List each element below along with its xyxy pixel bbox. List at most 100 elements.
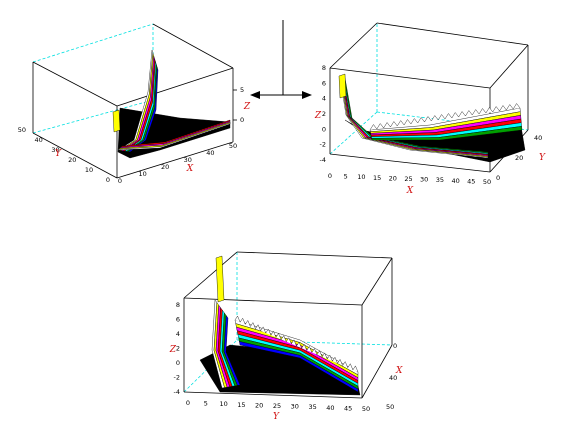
z-tick-label: 2 xyxy=(322,110,326,118)
y-tick-label: 10 xyxy=(85,166,93,174)
x-tick-label: 10 xyxy=(138,170,146,178)
x-tick-label: 20 xyxy=(161,163,169,171)
x-tick-label: 30 xyxy=(420,176,428,184)
x-axis-label: X xyxy=(186,164,194,174)
surface-front-band-3 xyxy=(120,119,231,148)
x-tick-label: 5 xyxy=(344,173,348,181)
surface-band-6 xyxy=(127,67,159,153)
x-tick-label: 50 xyxy=(483,178,491,186)
x-tick-label: 30 xyxy=(184,156,192,164)
box-edge xyxy=(329,153,491,173)
z-tick-label: 4 xyxy=(176,330,180,338)
x-tick-label: 45 xyxy=(467,177,475,185)
y-tick-label: 0 xyxy=(106,176,110,184)
z-tick-label: 0 xyxy=(322,125,326,133)
box-edge xyxy=(489,44,529,89)
y-tick-label: 50 xyxy=(362,405,370,413)
y-tick-label: 30 xyxy=(51,146,59,154)
y-tick-label: 30 xyxy=(291,403,299,411)
z-tick-label: 5 xyxy=(240,86,244,94)
z-tick-label: -4 xyxy=(174,388,180,396)
x-tick-label: 50 xyxy=(229,142,237,150)
x-axis-label: X xyxy=(406,186,414,196)
surface-slope-band-6 xyxy=(239,341,359,393)
box-edge xyxy=(329,22,378,69)
surface-slope-crest xyxy=(234,315,359,373)
box-edge xyxy=(361,344,393,399)
hidden-box-edge xyxy=(32,99,154,134)
surface-spike xyxy=(112,109,121,133)
x-tick-label: 40 xyxy=(451,177,459,185)
box-edge xyxy=(32,61,118,107)
surface-spike xyxy=(338,73,347,99)
box-edge xyxy=(183,391,363,399)
x-tick-label: 0 xyxy=(118,177,122,185)
y-tick-label: 20 xyxy=(515,154,523,162)
x-tick-label: 25 xyxy=(404,175,412,183)
y-tick-label: 10 xyxy=(219,400,227,408)
plot-panel-top-left: 0 10 20 30 40 50 0 10 20 30 40 50 0 5 X Y Z xyxy=(18,23,251,185)
z-tick-label: -2 xyxy=(174,374,180,382)
box-edge xyxy=(183,251,238,299)
y-tick-label: 45 xyxy=(344,404,352,412)
surface-band-5 xyxy=(343,77,489,154)
y-axis-label: Y xyxy=(55,149,62,159)
y-axis-label: Y xyxy=(539,153,546,163)
x-tick-label: 10 xyxy=(357,173,365,181)
z-tick-label: 6 xyxy=(322,79,326,87)
hidden-box-edge xyxy=(329,111,378,155)
box-edge xyxy=(116,141,234,179)
y-tick-label: 5 xyxy=(204,400,208,408)
plot-panel-bottom: 0 5 10 15 20 25 30 35 40 45 50 -4 -2 0 2 4 6 8 50 40 0 Y X Z xyxy=(169,251,403,422)
surface-spike xyxy=(215,255,225,303)
z-tick-label: 0 xyxy=(176,359,180,367)
x-axis-label: X xyxy=(395,366,403,376)
z-tick-label: 4 xyxy=(322,95,326,103)
x-tick-label: 0 xyxy=(393,342,397,350)
z-tick-label: 6 xyxy=(176,316,180,324)
y-tick-label: 35 xyxy=(308,403,316,411)
box-edge xyxy=(183,297,363,306)
x-tick-label: 50 xyxy=(386,403,394,411)
z-tick-label: -2 xyxy=(320,141,326,149)
y-tick-label: 40 xyxy=(35,136,43,144)
box-edge xyxy=(236,251,393,259)
z-axis-label: Z xyxy=(243,102,251,112)
z-axis-label: Z xyxy=(169,345,177,355)
x-tick-label: 40 xyxy=(206,149,214,157)
x-tick-label: 20 xyxy=(389,174,397,182)
double-arrow-icon xyxy=(250,20,312,99)
z-tick-label: -4 xyxy=(320,156,326,164)
z-tick-label: 0 xyxy=(240,116,244,124)
box-edge xyxy=(329,67,491,89)
y-tick-label: 20 xyxy=(68,156,76,164)
x-tick-label: 40 xyxy=(389,374,397,382)
x-tick-label: 35 xyxy=(436,176,444,184)
surface-band-6 xyxy=(223,314,241,386)
y-tick-label: 40 xyxy=(326,404,334,412)
surface-wave-band-5 xyxy=(371,126,523,141)
box-edge xyxy=(116,67,234,107)
y-tick-label: 20 xyxy=(255,401,263,409)
x-tick-label: 0 xyxy=(328,172,332,180)
surface-wave-crest xyxy=(369,103,521,131)
y-tick-label: 15 xyxy=(237,401,245,409)
z-tick-label: 8 xyxy=(176,301,180,309)
z-tick-label: 2 xyxy=(176,345,180,353)
y-tick-label: 0 xyxy=(186,399,190,407)
y-tick-label: 0 xyxy=(496,174,500,182)
box-edge xyxy=(32,132,118,179)
box-edge xyxy=(376,22,529,46)
x-tick-label: 15 xyxy=(373,174,381,182)
box-edge xyxy=(152,23,234,69)
y-axis-label: Y xyxy=(273,412,280,422)
plot-panel-top-right: 0 5 10 15 20 25 30 35 40 45 50 0 20 40 -4 -2 0 2 4 6 8 X Y Z xyxy=(314,22,546,196)
y-tick-label: 25 xyxy=(273,402,281,410)
z-axis-label: Z xyxy=(314,111,322,121)
hidden-box-edge xyxy=(32,23,154,63)
z-tick-label: 8 xyxy=(322,64,326,72)
y-tick-label: 40 xyxy=(534,134,542,142)
box-edge xyxy=(361,257,393,306)
y-tick-label: 50 xyxy=(18,126,26,134)
